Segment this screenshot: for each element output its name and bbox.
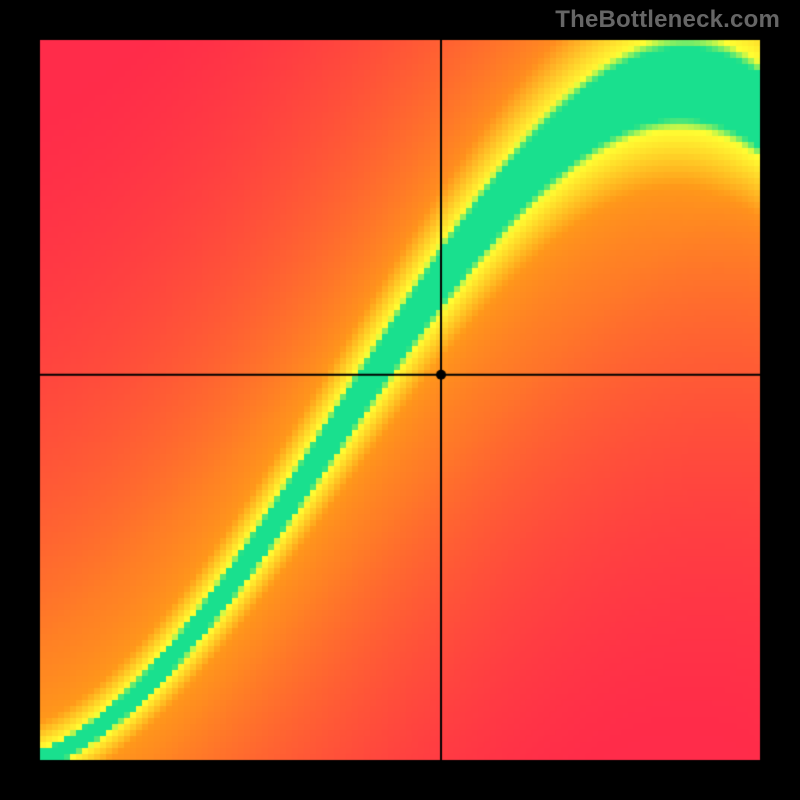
heatmap-canvas [0, 0, 800, 800]
chart-container: TheBottleneck.com [0, 0, 800, 800]
watermark-text: TheBottleneck.com [555, 6, 780, 34]
